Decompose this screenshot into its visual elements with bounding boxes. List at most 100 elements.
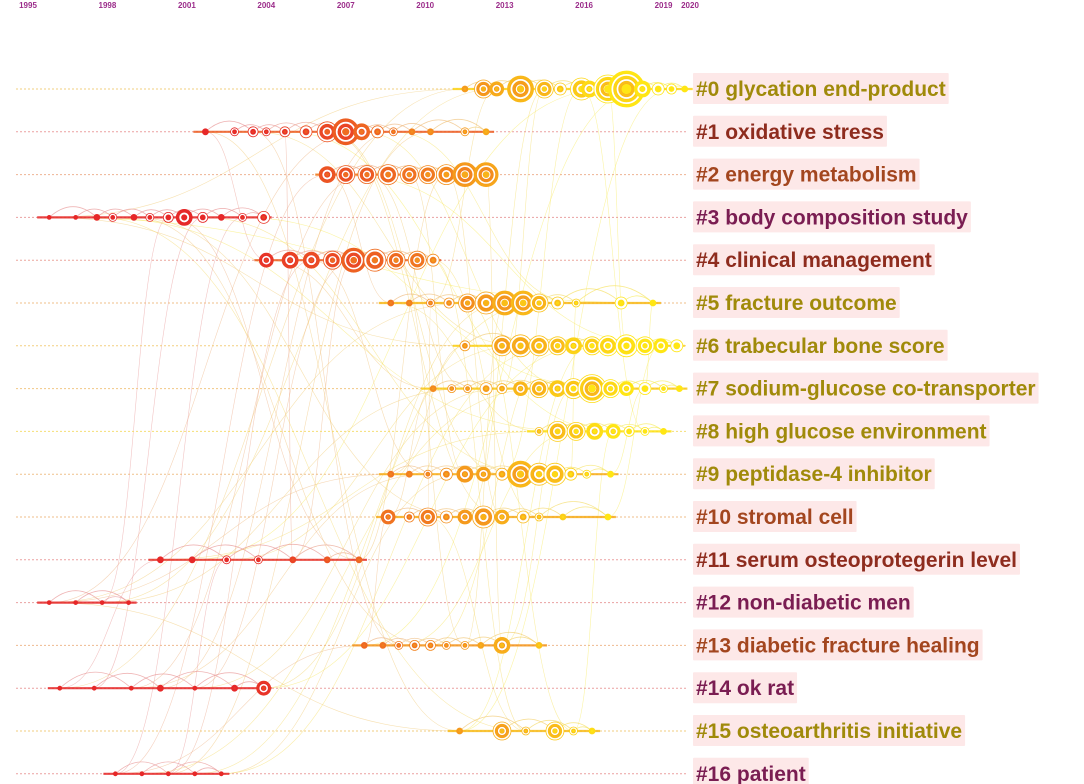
cluster-label-12[interactable]: #12 non-diabetic men	[693, 586, 914, 618]
cluster-label-2[interactable]: #2 energy metabolism	[693, 158, 920, 190]
cluster-node[interactable]	[516, 510, 530, 524]
cluster-label-5[interactable]: #5 fracture outcome	[693, 287, 900, 318]
cluster-node[interactable]	[281, 251, 299, 269]
cluster-node[interactable]	[247, 126, 259, 138]
cluster-node[interactable]	[426, 298, 435, 308]
cluster-node[interactable]	[535, 642, 543, 649]
cluster-node[interactable]	[443, 297, 455, 309]
cluster-node[interactable]	[534, 426, 544, 436]
cluster-node[interactable]	[640, 426, 650, 436]
cluster-node[interactable]	[57, 685, 63, 691]
cluster-node[interactable]	[429, 385, 437, 393]
cluster-label-7[interactable]: #7 sodium-glucose co-transporter	[693, 372, 1039, 404]
cluster-node[interactable]	[553, 82, 567, 96]
cluster-node[interactable]	[403, 511, 415, 523]
cluster-node[interactable]	[112, 771, 118, 777]
cluster-node[interactable]	[513, 381, 528, 397]
cluster-node[interactable]	[479, 382, 493, 396]
cluster-node[interactable]	[302, 251, 320, 269]
cluster-node[interactable]	[459, 340, 471, 352]
cluster-node[interactable]	[316, 121, 338, 143]
cluster-node[interactable]	[548, 336, 567, 356]
cluster-node[interactable]	[456, 727, 464, 735]
cluster-node[interactable]	[608, 70, 645, 108]
cluster-label-4[interactable]: #4 clinical management	[693, 244, 935, 276]
cluster-node[interactable]	[495, 467, 509, 481]
cluster-node[interactable]	[605, 423, 621, 439]
cluster-node[interactable]	[507, 75, 534, 103]
cluster-node[interactable]	[405, 470, 413, 478]
cluster-node[interactable]	[145, 212, 155, 222]
cluster-node[interactable]	[492, 721, 512, 741]
cluster-node[interactable]	[188, 556, 196, 564]
cluster-node[interactable]	[507, 460, 534, 488]
cluster-label-8[interactable]: #8 high glucose environment	[693, 415, 990, 447]
cluster-node[interactable]	[473, 162, 499, 188]
cluster-label-13[interactable]: #13 diabetic fracture healing	[693, 629, 983, 661]
cluster-node[interactable]	[258, 252, 274, 268]
cluster-node[interactable]	[435, 164, 457, 186]
cluster-node[interactable]	[357, 165, 377, 185]
cluster-node[interactable]	[409, 640, 421, 651]
cluster-node[interactable]	[482, 128, 490, 136]
cluster-node[interactable]	[386, 250, 406, 270]
cluster-node[interactable]	[460, 127, 470, 137]
cluster-node[interactable]	[423, 469, 433, 479]
cluster-label-14[interactable]: #14 ok rat	[693, 672, 798, 704]
cluster-node[interactable]	[355, 556, 363, 564]
cluster-node[interactable]	[222, 555, 232, 565]
cluster-node[interactable]	[623, 425, 635, 437]
cluster-node[interactable]	[547, 420, 568, 442]
cluster-node[interactable]	[175, 208, 193, 226]
cluster-label-16[interactable]: #16 patient	[693, 757, 809, 784]
cluster-node[interactable]	[569, 726, 578, 736]
cluster-node[interactable]	[408, 128, 416, 136]
cluster-node[interactable]	[332, 118, 360, 146]
cluster-node[interactable]	[543, 462, 567, 486]
cluster-node[interactable]	[580, 80, 598, 98]
cluster-node[interactable]	[563, 378, 584, 400]
cluster-label-0[interactable]: #0 glycation end-product	[693, 73, 949, 104]
cluster-node[interactable]	[46, 600, 52, 605]
cluster-node[interactable]	[472, 505, 495, 529]
cluster-node[interactable]	[452, 162, 478, 188]
cluster-node[interactable]	[439, 467, 453, 481]
cluster-node[interactable]	[202, 128, 209, 136]
cluster-label-11[interactable]: #11 serum osteoprotegerin level	[693, 543, 1020, 575]
cluster-node[interactable]	[380, 509, 396, 525]
cluster-node[interactable]	[256, 680, 272, 696]
cluster-node[interactable]	[681, 85, 689, 93]
cluster-node[interactable]	[99, 600, 105, 605]
cluster-node[interactable]	[529, 379, 549, 399]
cluster-node[interactable]	[659, 384, 668, 394]
cluster-label-1[interactable]: #1 oxidative stress	[693, 115, 887, 147]
cluster-node[interactable]	[477, 642, 485, 649]
cluster-node[interactable]	[377, 164, 399, 186]
cluster-node[interactable]	[425, 640, 436, 651]
cluster-node[interactable]	[139, 771, 145, 777]
cluster-node[interactable]	[586, 422, 604, 440]
cluster-node[interactable]	[426, 253, 440, 267]
cluster-node[interactable]	[108, 212, 118, 222]
cluster-node[interactable]	[649, 299, 657, 307]
cluster-node[interactable]	[192, 685, 198, 691]
cluster-node[interactable]	[289, 556, 297, 564]
cluster-node[interactable]	[492, 290, 518, 316]
cluster-node[interactable]	[360, 642, 368, 649]
cluster-node[interactable]	[509, 334, 532, 358]
cluster-node[interactable]	[439, 510, 453, 524]
cluster-node[interactable]	[418, 165, 438, 185]
cluster-node[interactable]	[582, 336, 602, 356]
cluster-node[interactable]	[197, 211, 209, 223]
cluster-node[interactable]	[566, 421, 586, 441]
cluster-node[interactable]	[534, 512, 544, 522]
cluster-node[interactable]	[458, 293, 477, 313]
cluster-node[interactable]	[156, 556, 164, 564]
cluster-node[interactable]	[614, 296, 628, 310]
cluster-node[interactable]	[91, 685, 97, 691]
cluster-node[interactable]	[460, 641, 470, 650]
cluster-node[interactable]	[476, 466, 491, 482]
cluster-node[interactable]	[399, 165, 419, 185]
cluster-node[interactable]	[521, 726, 531, 736]
cluster-node[interactable]	[128, 685, 134, 691]
